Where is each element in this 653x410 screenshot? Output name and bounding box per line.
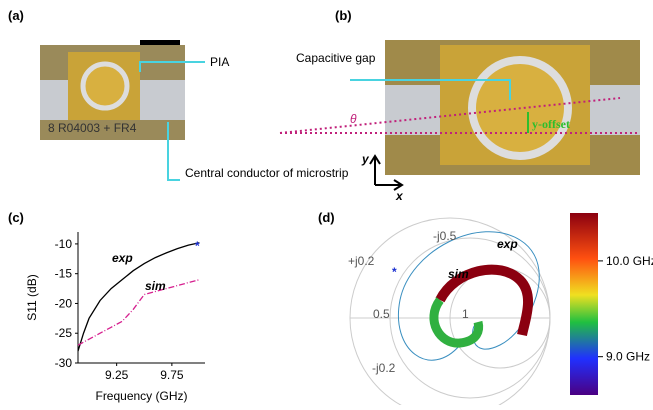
x-tick-label: 9.25 [105, 368, 129, 382]
smith-label: +j0.2 [348, 254, 375, 268]
legend-label: sim [145, 279, 166, 293]
smith-label: -j0.5 [433, 229, 457, 243]
annotation: Central conductor of microstrip [185, 166, 349, 180]
axis-label: x [395, 189, 404, 203]
legend-label: exp [112, 251, 133, 265]
axis-label: y [361, 152, 370, 166]
y-tick-label: -15 [55, 267, 73, 281]
theta: θ [350, 112, 357, 126]
x-tick-label: 9.75 [160, 368, 184, 382]
smith-label: 1 [462, 307, 469, 321]
smith-label: -j0.2 [372, 361, 396, 375]
y-axis-title: S11 (dB) [25, 274, 39, 320]
colorbar-label: 10.0 GHz [606, 254, 653, 268]
y-tick-label: -25 [55, 326, 73, 340]
annotation: Central conductor of microstrip [185, 166, 349, 180]
ring [83, 64, 127, 108]
panel-label: (d) [318, 210, 335, 225]
board-text: 8 R04003 + FR4 [48, 121, 137, 135]
annotation: exp [497, 237, 518, 251]
sim-curve [434, 300, 479, 343]
marker: * [195, 239, 200, 253]
y-tick-label: -30 [55, 356, 73, 370]
line [78, 280, 199, 346]
y-tick-label: -20 [55, 296, 73, 310]
panel-label: (a) [8, 8, 24, 23]
colorbar-label: 9.0 GHz [606, 350, 650, 364]
annotation: PIA [210, 55, 229, 69]
y-tick-label: -10 [55, 237, 73, 251]
panel-label: (c) [8, 210, 24, 225]
annotation: Capacitive gap [296, 51, 376, 65]
smith-label: 0.5 [373, 307, 390, 321]
offset-label: y-offset [532, 117, 570, 131]
figure: (a) 8 R04003 + FR4 PIA Central conductor… [0, 0, 653, 405]
annotation: * [392, 265, 397, 279]
panel-label: (b) [335, 8, 352, 23]
scale-bar [140, 40, 180, 45]
x-axis-title: Frequency (GHz) [95, 389, 187, 403]
line [78, 243, 199, 351]
colorbar [570, 213, 598, 395]
annotation: sim [448, 267, 469, 281]
